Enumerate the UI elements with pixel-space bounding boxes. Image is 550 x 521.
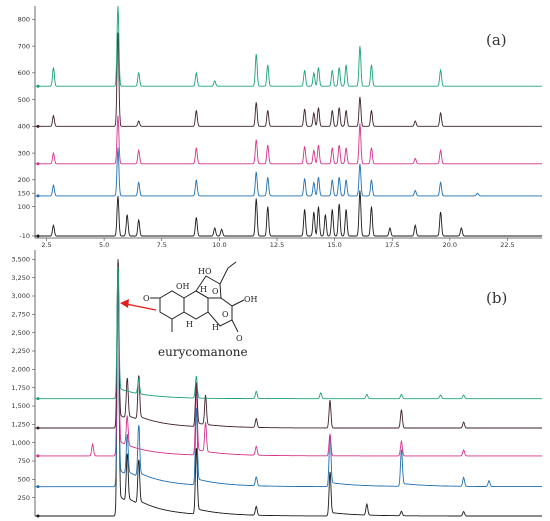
compound-name-label: eurycomanone bbox=[158, 345, 248, 359]
panel-a-trace-3 bbox=[35, 115, 542, 165]
panel-b-y-tick-label: 750 bbox=[18, 457, 30, 465]
panel-a-x-tick-label: 12.5 bbox=[270, 241, 284, 249]
panel-b-y-tick-label: 1,750 bbox=[11, 384, 30, 392]
panel-a-traces bbox=[35, 5, 542, 238]
exomethylene-bond-2 bbox=[227, 261, 237, 269]
panel-b-y-tick-label: 3,250 bbox=[11, 274, 30, 282]
panel-a-y-tick-label: 600 bbox=[18, 69, 30, 77]
panel-b-y-tick-label: 2,500 bbox=[11, 329, 30, 337]
panel-b-y-tick-label: 250 bbox=[18, 494, 30, 502]
panel-a-trace-4 bbox=[35, 32, 542, 127]
panel-a-x-tick-label: 22.5 bbox=[500, 241, 514, 249]
lactone-carbonyl-bond bbox=[231, 319, 239, 333]
structure-label-h-3: H bbox=[200, 285, 207, 294]
panel-b-y-tick-label: 1,250 bbox=[11, 421, 30, 429]
structure-label-o-ketone: O bbox=[143, 294, 150, 303]
panel-a-x-tick-labels: 2.5 5.0 7.5 10.0 12.5 15.0 17.5 20.0 22.5 bbox=[41, 238, 515, 249]
panel-b-trace-start-marker-1 bbox=[36, 514, 40, 518]
ring-a bbox=[159, 290, 185, 320]
panel-b-trace-4 bbox=[35, 259, 542, 429]
panel-b-trace-start-marker-5 bbox=[36, 397, 40, 401]
panel-a-trace-5 bbox=[35, 5, 542, 87]
panel-a: -10 100 150 200 300 400 500 600 700 800 2.5 5.0 7.5… bbox=[18, 5, 542, 249]
panel-a-y-tick-label: -10 bbox=[19, 232, 30, 240]
panel-b-y-tick-label: 1,000 bbox=[11, 439, 30, 447]
panel-b-y-tick-label: 3,000 bbox=[11, 292, 30, 300]
panel-b: 3,500 3,250 3,000 2,750 2,500 2,250 2,000 1,750… bbox=[11, 250, 542, 518]
panel-a-x-tick-label: 20.0 bbox=[443, 241, 457, 249]
hydroxyl-bond bbox=[231, 299, 245, 307]
structure-label-o-lactone: O bbox=[236, 334, 243, 343]
structure-label-o-bridge: O bbox=[212, 287, 219, 296]
panel-a-trace-start-marker-1 bbox=[36, 234, 40, 238]
panel-b-trace-start-marker-2 bbox=[36, 485, 40, 489]
structure-label-h-1: H bbox=[186, 320, 193, 329]
panel-a-y-tick-label: 200 bbox=[18, 176, 30, 184]
structure-label-h-2: H bbox=[212, 323, 219, 332]
panel-a-trace-start-marker-5 bbox=[36, 84, 40, 88]
structure-label-oh-1: OH bbox=[176, 282, 190, 291]
panel-b-y-tick-label: 500 bbox=[18, 476, 30, 484]
panel-b-y-tick-labels: 3,500 3,250 3,000 2,750 2,500 2,250 2,000 1,750… bbox=[11, 256, 35, 502]
panel-b-label: (b) bbox=[486, 289, 507, 307]
panel-b-y-tick-label: 2,000 bbox=[11, 366, 30, 374]
panel-a-x-tick-label: 15.0 bbox=[327, 241, 341, 249]
panel-a-x-tick-label: 10.0 bbox=[212, 241, 226, 249]
annotation-arrow bbox=[120, 299, 157, 311]
panel-a-y-tick-label: 400 bbox=[18, 123, 30, 131]
panel-a-trace-start-marker-2 bbox=[36, 194, 40, 198]
panel-b-y-tick-label: 1,500 bbox=[11, 402, 30, 410]
panel-a-x-tick-label: 2.5 bbox=[41, 241, 51, 249]
panel-a-x-tick-label: 17.5 bbox=[385, 241, 399, 249]
panel-b-trace-start-marker-4 bbox=[36, 426, 40, 430]
panel-b-y-tick-label: 2,250 bbox=[11, 347, 30, 355]
panel-a-y-tick-label: 150 bbox=[18, 189, 30, 197]
panel-a-y-tick-label: 100 bbox=[18, 203, 30, 211]
panel-a-y-tick-label: 700 bbox=[18, 42, 30, 50]
panel-b-y-tick-label: 3,500 bbox=[11, 256, 30, 264]
panel-a-trace-start-marker-3 bbox=[36, 162, 40, 166]
structure-labels: OH HO O O O O OH H H H bbox=[143, 267, 258, 343]
exomethylene-bond bbox=[219, 267, 229, 285]
panel-a-x-tick-label: 5.0 bbox=[99, 241, 109, 249]
panel-b-traces bbox=[35, 259, 542, 518]
ring-c bbox=[195, 275, 222, 299]
panel-a-y-tick-label: 300 bbox=[18, 149, 30, 157]
structure-label-ho: HO bbox=[198, 267, 212, 276]
panel-b-trace-1 bbox=[35, 259, 542, 517]
panel-a-trace-2 bbox=[35, 147, 542, 197]
panel-a-label: (a) bbox=[486, 31, 507, 49]
panel-b-trace-start-marker-3 bbox=[36, 454, 40, 458]
eurycomanone-structure bbox=[150, 261, 245, 333]
ring-b bbox=[183, 290, 209, 320]
panel-a-trace-start-marker-4 bbox=[36, 124, 40, 128]
structure-label-oh-2: OH bbox=[244, 295, 258, 304]
panel-b-trace-5 bbox=[35, 266, 542, 400]
panel-a-x-tick-label: 7.5 bbox=[157, 241, 167, 249]
panel-a-y-tick-label: 500 bbox=[18, 96, 30, 104]
panel-a-y-tick-label: 800 bbox=[18, 16, 30, 24]
structure-label-o-ring: O bbox=[222, 310, 229, 319]
panel-b-y-tick-label: 2,750 bbox=[11, 311, 30, 319]
panel-a-trace-1 bbox=[35, 190, 542, 237]
panel-b-trace-2 bbox=[35, 273, 542, 488]
panel-a-y-tick-labels: -10 100 150 200 300 400 500 600 700 800 bbox=[18, 16, 35, 240]
